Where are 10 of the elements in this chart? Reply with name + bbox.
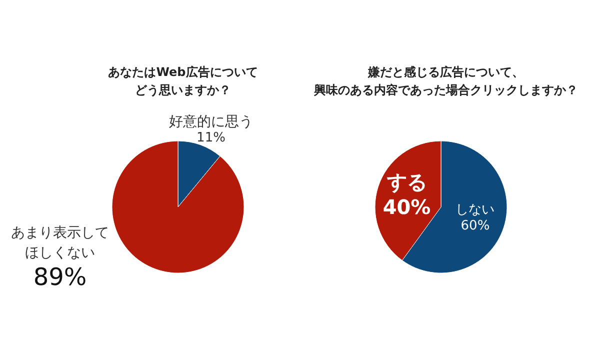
data-label: 40% xyxy=(382,194,431,219)
slice-label: あまり表示してほしくない xyxy=(11,225,109,261)
slice-label: する xyxy=(386,170,427,194)
chart-title: あなたはWeb広告についてどう思いますか？ xyxy=(108,65,258,97)
data-label: 89% xyxy=(33,263,87,291)
slice-label: しない xyxy=(456,202,495,218)
data-label: 11% xyxy=(196,130,226,146)
data-label: 60% xyxy=(460,218,490,234)
chart-title: 嫌だと感じる広告について、興味のある内容であった場合クリックしますか？ xyxy=(313,65,578,97)
slice-label: 好意的に思う xyxy=(169,114,253,130)
